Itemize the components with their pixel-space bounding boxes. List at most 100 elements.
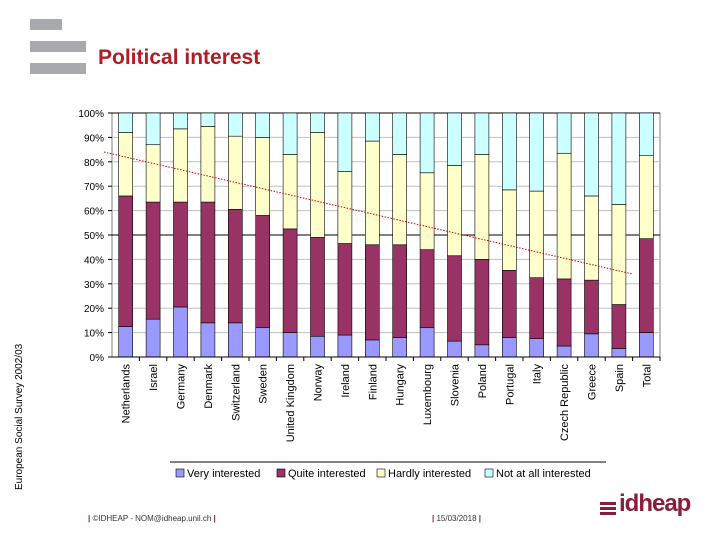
y-tick-label: 60% [84, 207, 104, 218]
y-tick-label: 90% [84, 133, 104, 144]
x-tick-label: Italy [532, 364, 544, 385]
bar-segment [145, 112, 161, 146]
bar-segment [228, 112, 243, 137]
bar-segment [501, 337, 517, 358]
logo-wordmark: idheap [619, 490, 691, 517]
bar-segment [447, 340, 462, 358]
bar-segment [392, 154, 408, 246]
bar-segment [638, 112, 654, 157]
bar-segment [310, 112, 325, 133]
bar-segment [255, 327, 270, 358]
bar-segment [364, 244, 380, 341]
bar-segment [611, 204, 627, 305]
bar-segment [282, 228, 298, 333]
bar-segment [118, 112, 133, 133]
bar-segment [447, 112, 462, 166]
bar-segment [255, 112, 270, 138]
x-tick-label: Portugal [504, 364, 516, 405]
bar-segment [228, 135, 243, 210]
x-tick-label: Total [641, 364, 653, 387]
bar-segment [501, 189, 517, 271]
bar-segment [584, 195, 599, 281]
bar-segment [200, 126, 216, 203]
legend-label: Not at all interested [496, 468, 591, 480]
y-tick-label: 80% [84, 158, 104, 169]
bar-segment [337, 112, 353, 172]
bar-segment [392, 244, 408, 338]
bar-segment [556, 278, 572, 347]
bar-segment [310, 132, 325, 238]
x-tick-label: Luxembourg [422, 364, 434, 425]
bar-segment [638, 238, 654, 333]
bar-segment [228, 322, 243, 358]
bar-segment [501, 112, 517, 191]
bar-segment [145, 144, 161, 203]
bar-segment [447, 255, 462, 342]
bar-segment [200, 112, 216, 127]
bar-segment [584, 279, 599, 335]
idheap-logo [600, 502, 616, 515]
bar-segment [584, 333, 599, 358]
bar-segment [145, 318, 161, 358]
bar-segment [145, 201, 161, 320]
bar-segment [392, 112, 408, 155]
bar-segment [173, 201, 188, 308]
y-tick-label: 100% [78, 109, 104, 120]
x-tick-label: Greece [587, 364, 599, 400]
x-tick-label: Germany [176, 364, 188, 410]
bar-segment [501, 270, 517, 338]
page-title: Political interest [98, 46, 261, 69]
x-tick-label: Sweden [258, 364, 270, 404]
bar-segment [200, 201, 216, 324]
x-tick-label: Hungary [395, 364, 407, 406]
bar-segment [364, 112, 380, 142]
x-tick-label: Finland [367, 364, 379, 400]
plot-area: 0% 10% 20% 30% 40% 50% 60% 70% 80% 90% 100% Netherl… [78, 109, 661, 442]
bar-segment [282, 332, 298, 358]
bar-segment [584, 112, 599, 197]
legend-swatch [276, 468, 286, 478]
x-tick-label: Ireland [340, 364, 352, 398]
legend-label: Very interested [187, 468, 260, 480]
legend-swatch [175, 468, 185, 478]
bar-segment [337, 243, 353, 336]
bar-segment [474, 344, 490, 358]
decor-bar [30, 19, 62, 30]
y-tick-label: 30% [84, 280, 104, 291]
trend-line [103, 151, 633, 275]
bar-segment [419, 249, 435, 329]
bar-segment [611, 304, 627, 349]
x-tick-label: Spain [614, 364, 626, 392]
legend-label: Hardly interested [388, 468, 471, 480]
bar-segment [529, 112, 545, 192]
footer-copyright: | ©IDHEAP - NOM@idheap.unil.ch | [88, 514, 216, 523]
bar-segment [173, 306, 188, 358]
bar-segment [310, 237, 325, 337]
bar-segment [310, 335, 325, 358]
footer-date: | 15/03/2018 | [432, 514, 482, 523]
legend-swatch [484, 468, 494, 478]
bar-segment [638, 155, 654, 239]
bar-segment [556, 152, 572, 280]
bar-segment [611, 348, 627, 358]
y-tick-label: 70% [84, 182, 104, 193]
bar-segment [529, 190, 545, 279]
bar-segment [419, 112, 435, 174]
y-tick-label: 50% [84, 231, 104, 242]
x-tick-label: Slovenia [450, 363, 462, 406]
x-tick-label: Israel [148, 364, 160, 391]
bar-segment [556, 345, 572, 358]
footer-copyright-text: ©IDHEAP - NOM@idheap.unil.ch [92, 514, 212, 523]
x-tick-label: Switzerland [230, 364, 242, 421]
bar-segment [529, 338, 545, 358]
x-tick-label: Czech Republic [559, 364, 571, 442]
bar-segment [419, 327, 435, 358]
bar-segment [474, 259, 490, 346]
bar-segment [364, 339, 380, 358]
bar-segment [529, 277, 545, 340]
bar-segment [638, 332, 654, 358]
x-tick-label: Norway [313, 364, 325, 402]
decor-bar [30, 41, 86, 52]
bar-segment [392, 337, 408, 358]
bar-segment [611, 112, 627, 205]
